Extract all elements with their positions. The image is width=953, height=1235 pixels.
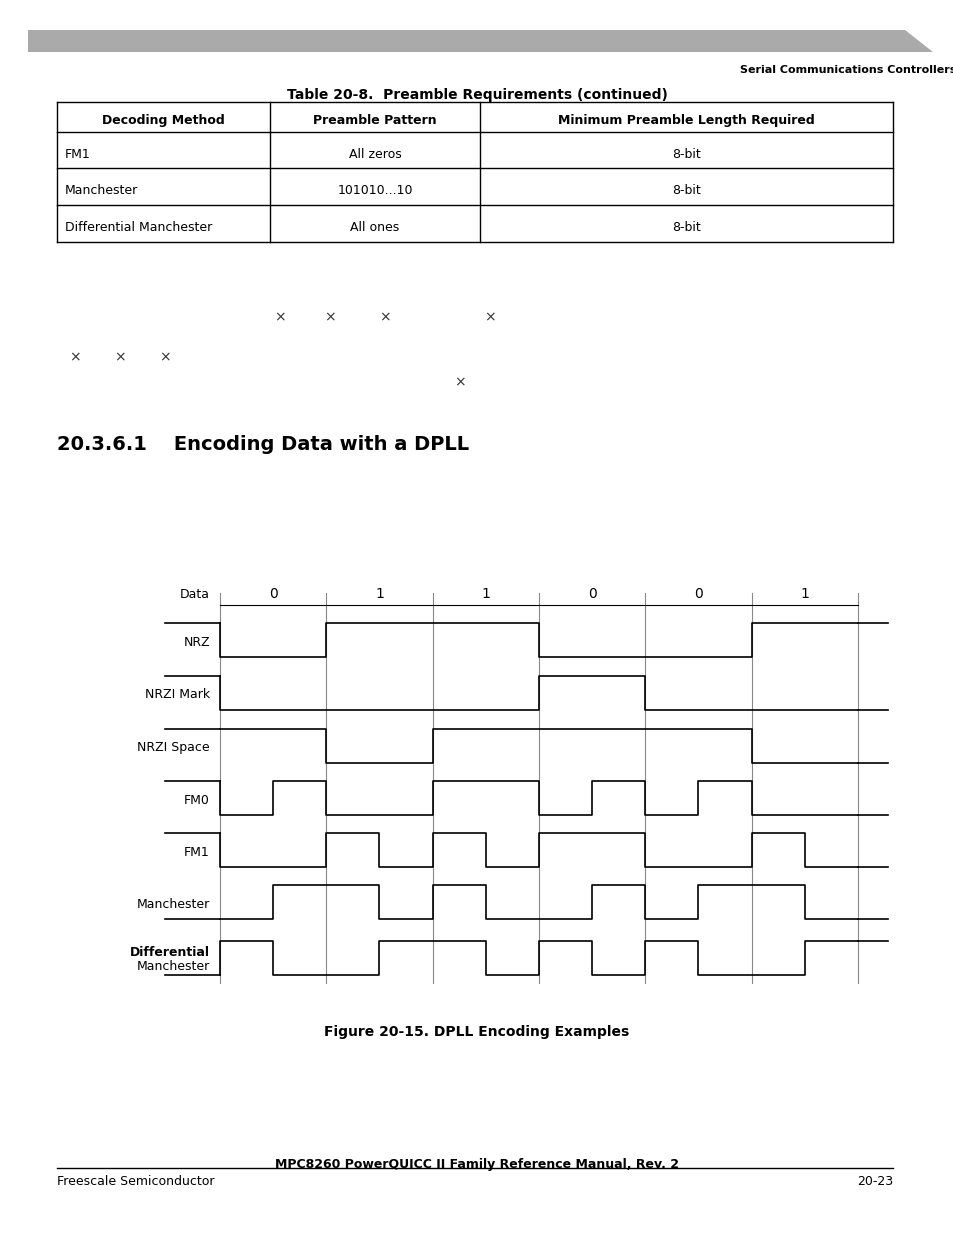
Text: Preamble Pattern: Preamble Pattern — [313, 114, 436, 127]
Text: 1: 1 — [375, 587, 383, 601]
Text: 0: 0 — [587, 587, 596, 601]
Text: Manchester: Manchester — [65, 184, 138, 198]
Text: Differential Manchester: Differential Manchester — [65, 221, 212, 233]
Text: Serial Communications Controllers (SCCs): Serial Communications Controllers (SCCs) — [740, 65, 953, 75]
Text: Differential: Differential — [130, 946, 210, 958]
Text: Minimum Preamble Length Required: Minimum Preamble Length Required — [558, 114, 814, 127]
Text: 101010...10: 101010...10 — [337, 184, 413, 198]
Text: 1: 1 — [800, 587, 808, 601]
Text: All zeros: All zeros — [348, 148, 401, 161]
Text: 20.3.6.1    Encoding Data with a DPLL: 20.3.6.1 Encoding Data with a DPLL — [57, 435, 469, 454]
Text: NRZI Space: NRZI Space — [137, 741, 210, 755]
Text: 0: 0 — [269, 587, 277, 601]
Text: NRZ: NRZ — [183, 636, 210, 648]
Text: Freescale Semiconductor: Freescale Semiconductor — [57, 1174, 214, 1188]
Text: Data: Data — [180, 588, 210, 600]
Text: Table 20-8.  Preamble Requirements (continued): Table 20-8. Preamble Requirements (conti… — [286, 88, 667, 103]
Text: FM0: FM0 — [184, 794, 210, 806]
Polygon shape — [28, 30, 932, 52]
Text: MPC8260 PowerQUICC II Family Reference Manual, Rev. 2: MPC8260 PowerQUICC II Family Reference M… — [274, 1158, 679, 1171]
Text: Manchester: Manchester — [136, 898, 210, 910]
Text: ×: × — [324, 310, 335, 324]
Text: ×: × — [378, 310, 391, 324]
Text: ×: × — [274, 310, 286, 324]
Text: ×: × — [70, 350, 81, 364]
Text: 8-bit: 8-bit — [672, 221, 700, 233]
Text: Manchester: Manchester — [136, 960, 210, 972]
Text: FM1: FM1 — [184, 846, 210, 858]
Text: 8-bit: 8-bit — [672, 148, 700, 161]
Text: Decoding Method: Decoding Method — [102, 114, 225, 127]
Text: ×: × — [454, 375, 465, 389]
Text: ×: × — [159, 350, 171, 364]
Text: 8-bit: 8-bit — [672, 184, 700, 198]
Text: FM1: FM1 — [65, 148, 91, 161]
Text: ×: × — [484, 310, 496, 324]
Text: 1: 1 — [481, 587, 490, 601]
Text: 0: 0 — [694, 587, 702, 601]
Text: ×: × — [114, 350, 126, 364]
Text: 20-23: 20-23 — [856, 1174, 892, 1188]
Text: All ones: All ones — [350, 221, 399, 233]
Text: NRZI Mark: NRZI Mark — [145, 688, 210, 701]
Text: Figure 20-15. DPLL Encoding Examples: Figure 20-15. DPLL Encoding Examples — [324, 1025, 629, 1039]
